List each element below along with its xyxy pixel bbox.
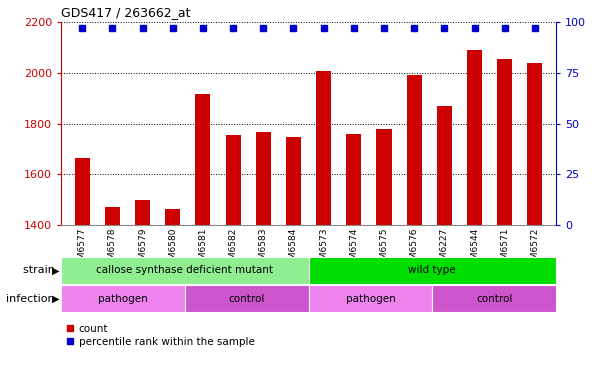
Text: ▶: ▶ <box>53 294 60 304</box>
Bar <box>407 75 422 225</box>
Bar <box>309 285 433 312</box>
Text: callose synthase deficient mutant: callose synthase deficient mutant <box>97 265 273 276</box>
Bar <box>437 106 452 225</box>
Text: wild type: wild type <box>409 265 456 276</box>
Bar <box>309 257 556 284</box>
Bar <box>135 200 150 225</box>
Text: pathogen: pathogen <box>346 294 395 304</box>
Bar <box>75 158 90 225</box>
Bar <box>185 285 309 312</box>
Bar <box>225 135 241 225</box>
Bar <box>497 59 512 225</box>
Bar <box>527 63 543 225</box>
Text: ▶: ▶ <box>53 265 60 276</box>
Text: GDS417 / 263662_at: GDS417 / 263662_at <box>61 6 191 19</box>
Text: control: control <box>476 294 513 304</box>
Bar <box>346 134 361 225</box>
Bar <box>286 138 301 225</box>
Bar <box>105 207 120 225</box>
Bar <box>61 285 185 312</box>
Bar <box>196 94 210 225</box>
Text: pathogen: pathogen <box>98 294 148 304</box>
Bar <box>61 257 309 284</box>
Legend: count, percentile rank within the sample: count, percentile rank within the sample <box>67 324 255 347</box>
Bar <box>467 50 482 225</box>
Bar <box>316 71 331 225</box>
Text: strain: strain <box>23 265 58 276</box>
Bar <box>165 209 180 225</box>
Bar <box>256 132 271 225</box>
Text: control: control <box>229 294 265 304</box>
Bar <box>376 128 392 225</box>
Bar <box>433 285 556 312</box>
Text: infection: infection <box>6 294 58 304</box>
